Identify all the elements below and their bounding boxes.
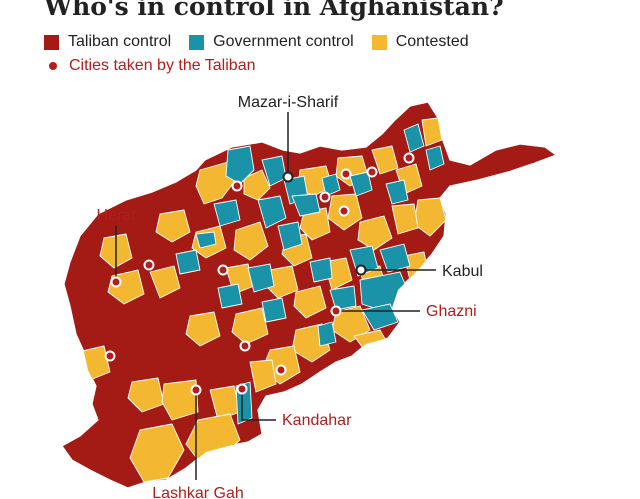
lashkar-gah-marker [190, 384, 202, 396]
legend-item-taliban: Taliban control [44, 33, 171, 51]
mazar-label: Mazar-i-Sharif [238, 94, 339, 111]
legend-item-government: Government control [189, 33, 354, 51]
legend-label-taliban: Taliban control [68, 33, 172, 50]
mazar-marker [282, 171, 294, 183]
ghazni-marker [330, 305, 342, 317]
map-title: Who's in control in Afghanistan? [44, 0, 504, 21]
kandahar-leader-line [241, 390, 276, 421]
legend-label-government: Government control [213, 33, 354, 50]
legend-row-control: Taliban control Government control Conte… [44, 30, 487, 54]
herat-label: Herat [96, 207, 136, 224]
legend-label-contested: Contested [395, 33, 469, 50]
city-lashkar-gah: Lashkar Gah [152, 384, 244, 499]
legend-item-contested: Contested [371, 33, 469, 51]
herat-marker [110, 276, 122, 288]
kandahar-marker [236, 383, 248, 395]
taken-city-marker [338, 205, 350, 217]
government-districts [175, 123, 445, 425]
contested-districts [77, 117, 447, 483]
taliban-swatch [44, 34, 59, 50]
city-ghazni: Ghazni [330, 303, 477, 320]
city-kandahar: Kandahar [236, 383, 352, 429]
government-swatch [189, 34, 205, 50]
legend: Taliban control Government control Conte… [44, 30, 487, 78]
lashkar-gah-label: Lashkar Gah [152, 485, 244, 499]
taken-city-marker [403, 152, 415, 164]
taken-city-marker [239, 340, 251, 352]
legend-row-cities: Cities taken by the Taliban [44, 54, 487, 78]
taken-city-markers [104, 152, 415, 376]
city-mazar-i-sharif: Mazar-i-Sharif [238, 94, 339, 183]
kabul-label: Kabul [442, 263, 483, 280]
city-dot-icon [49, 62, 57, 70]
contested-swatch [371, 34, 387, 50]
taken-city-marker [275, 364, 287, 376]
ghazni-label: Ghazni [426, 303, 477, 320]
taken-city-marker [366, 166, 378, 178]
taken-city-marker [231, 180, 243, 192]
taken-city-marker [217, 264, 229, 276]
legend-label-cities: Cities taken by the Taliban [69, 57, 256, 74]
taken-city-marker [104, 350, 116, 362]
taken-city-marker [143, 259, 155, 271]
taken-city-marker [319, 191, 331, 203]
city-herat: Herat [96, 207, 136, 288]
kabul-marker [355, 264, 367, 276]
city-kabul: Kabul [355, 263, 483, 280]
taken-city-marker [340, 168, 352, 180]
kandahar-label: Kandahar [282, 412, 352, 429]
